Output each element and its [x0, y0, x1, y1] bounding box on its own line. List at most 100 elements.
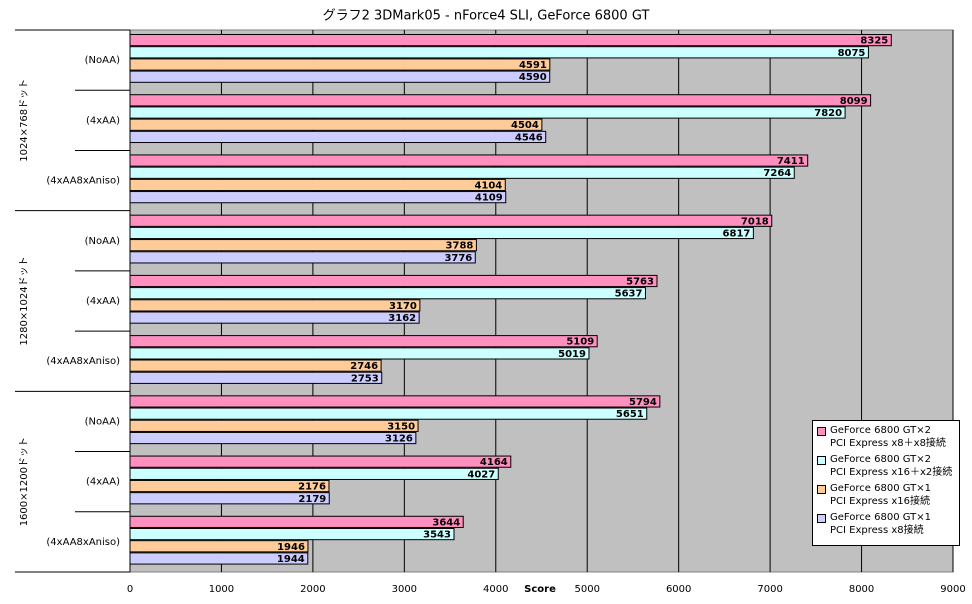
bar	[129, 311, 420, 324]
legend-swatch	[817, 427, 826, 436]
x-tick-label: 1000	[209, 584, 234, 595]
bar	[129, 118, 543, 131]
legend-swatch	[817, 514, 826, 523]
legend-item: GeForce 6800 GT×2 PCI Express x8＋x8接続	[817, 424, 955, 450]
value-label: 5763	[626, 276, 654, 287]
bar	[129, 407, 648, 420]
value-label: 2746	[350, 361, 378, 372]
bar	[129, 166, 795, 179]
y-tick-label: (NoAA)	[85, 236, 120, 247]
legend-swatch	[817, 485, 826, 494]
bar	[129, 191, 507, 204]
bar	[129, 419, 419, 432]
bar	[129, 154, 809, 167]
y-tick-label: (4xAA)	[86, 477, 120, 488]
bar	[129, 130, 547, 144]
value-label: 3776	[444, 253, 472, 264]
value-label: 8099	[840, 96, 868, 107]
value-label: 7411	[777, 156, 805, 167]
bar	[129, 70, 551, 83]
legend-text: GeForce 6800 GT×1 PCI Express x8接続	[830, 512, 932, 536]
x-tick-label: 0	[127, 584, 133, 595]
bar	[129, 226, 754, 240]
x-tick-label: 7000	[757, 584, 782, 595]
value-label: 3150	[387, 421, 415, 432]
chart-title: グラフ2 3DMark05 - nForce4 SLI, GeForce 680…	[323, 9, 650, 24]
bar	[129, 239, 477, 252]
value-label: 4104	[474, 180, 502, 191]
y-tick-label: (4xAA8xAniso)	[46, 176, 120, 187]
value-label: 4027	[467, 469, 495, 480]
bar	[129, 359, 382, 372]
legend-swatch	[817, 456, 826, 465]
value-label: 1944	[277, 554, 305, 565]
bar	[129, 527, 455, 541]
bar	[129, 58, 551, 71]
group-label: 1024×768ドット	[19, 79, 30, 162]
bar	[129, 431, 417, 445]
x-tick-label: 4000	[483, 584, 508, 595]
value-label: 4591	[519, 60, 547, 71]
value-label: 7018	[741, 216, 769, 227]
value-label: 5019	[558, 349, 586, 360]
bar	[129, 274, 658, 288]
value-label: 4109	[475, 193, 503, 204]
value-label: 8325	[860, 36, 888, 47]
bar	[129, 335, 598, 348]
group-label: 1280×1024ドット	[19, 256, 30, 345]
bar	[129, 287, 646, 300]
bar	[129, 34, 892, 47]
bar	[129, 46, 869, 59]
legend-text: GeForce 6800 GT×1 PCI Express x16接続	[830, 483, 932, 507]
bar	[129, 299, 421, 312]
bar	[129, 467, 499, 480]
y-tick-label: (NoAA)	[85, 416, 120, 427]
legend-item: GeForce 6800 GT×1 PCI Express x16接続	[817, 482, 955, 508]
x-tick-label: 5000	[574, 584, 599, 595]
group-label: 1600×1200ドット	[19, 437, 30, 526]
value-label: 5109	[566, 337, 594, 348]
y-tick-label: (4xAA8xAniso)	[46, 537, 120, 548]
value-label: 3644	[432, 517, 460, 528]
bar	[129, 178, 506, 192]
value-label: 1946	[277, 542, 305, 553]
y-tick-label: (NoAA)	[85, 55, 120, 66]
x-tick-label: 2000	[300, 584, 325, 595]
bar	[129, 214, 773, 227]
value-label: 5794	[629, 397, 657, 408]
y-tick-label: (4xAA)	[86, 115, 120, 126]
bar	[129, 371, 383, 384]
value-label: 4590	[519, 72, 547, 83]
y-tick-label: (4xAA8xAniso)	[46, 356, 120, 367]
bar	[129, 515, 464, 528]
x-tick-label: 3000	[392, 584, 417, 595]
bar	[129, 347, 590, 360]
legend-item: GeForce 6800 GT×2 PCI Express x16＋x2接続	[817, 453, 955, 479]
legend-item: GeForce 6800 GT×1 PCI Express x8接続	[817, 511, 955, 537]
value-label: 3126	[385, 434, 413, 445]
value-label: 3788	[446, 241, 474, 252]
x-tick-label: 8000	[849, 584, 874, 595]
legend-text: GeForce 6800 GT×2 PCI Express x8＋x8接続	[830, 425, 946, 449]
x-tick-label: 6000	[666, 584, 691, 595]
value-label: 4164	[480, 457, 508, 468]
value-label: 4504	[511, 120, 539, 131]
value-label: 5637	[615, 289, 643, 300]
value-label: 3170	[389, 301, 417, 312]
x-axis-label: Score	[524, 584, 556, 595]
value-label: 2753	[351, 373, 379, 384]
value-label: 4546	[515, 132, 543, 143]
bar	[129, 106, 846, 119]
bar	[129, 251, 476, 264]
y-tick-label: (4xAA)	[86, 296, 120, 307]
legend: GeForce 6800 GT×2 PCI Express x8＋x8接続 GeF…	[812, 420, 960, 546]
value-label: 2179	[298, 494, 326, 505]
bar	[129, 395, 661, 408]
legend-text: GeForce 6800 GT×2 PCI Express x16＋x2接続	[830, 454, 953, 478]
value-label: 3543	[423, 530, 451, 541]
value-label: 8075	[838, 48, 866, 59]
value-label: 2176	[298, 482, 326, 493]
value-label: 7820	[814, 108, 842, 119]
